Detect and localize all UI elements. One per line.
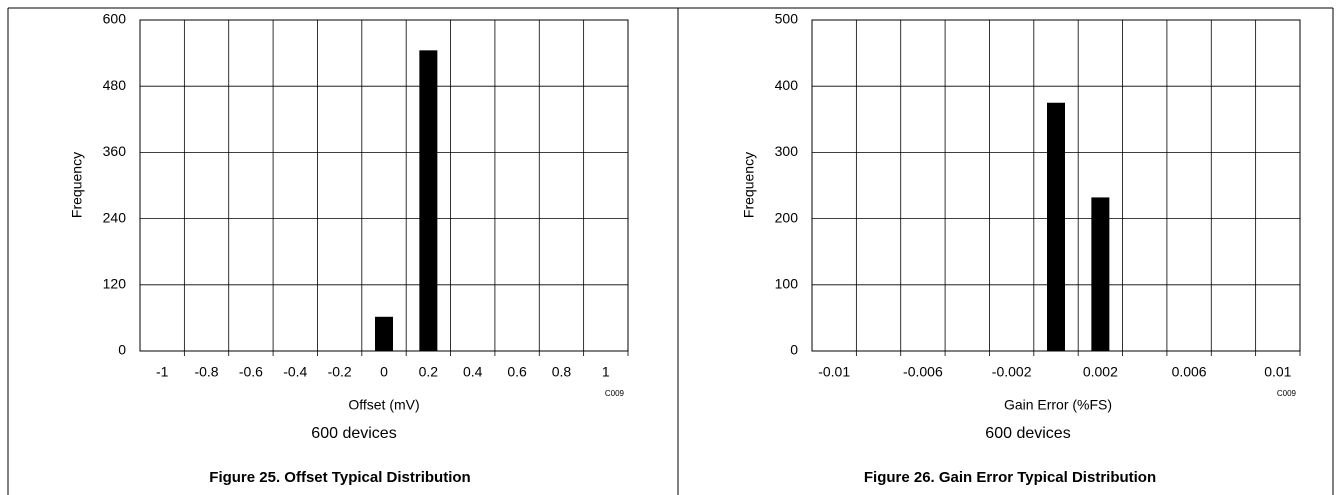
y-tick-label: 100 [775,276,799,292]
y-tick-label: 0 [790,342,798,358]
x-tick-label: 0.2 [419,364,439,380]
y-tick-label: 600 [103,11,127,27]
annotation: 600 devices [985,425,1070,442]
y-tick-label: 480 [103,77,127,93]
x-tick-label: 0.4 [463,364,483,380]
y-tick-label: 300 [775,143,799,159]
x-tick-label: 0.01 [1264,364,1291,380]
y-tick-label: 500 [775,11,799,27]
x-tick-label: -0.002 [992,364,1032,380]
x-tick-label: -0.8 [194,364,218,380]
y-tick-label: 0 [118,342,126,358]
x-tick-label: 1 [602,364,610,380]
x-tick-label: -0.01 [818,364,850,380]
y-tick-label: 240 [103,209,127,225]
y-tick-label: 120 [103,276,127,292]
x-tick-label: -1 [156,364,169,380]
code: C009 [1277,389,1297,398]
y-tick-label: 400 [775,77,799,93]
bar [375,316,393,351]
x-tick-label: 0.006 [1172,364,1207,380]
y-axis-title: Frequency [741,152,757,218]
bar [1091,197,1110,351]
caption: Figure 26. Gain Error Typical Distributi… [864,469,1156,486]
x-tick-label: 0 [380,364,388,380]
x-tick-label: -0.006 [903,364,943,380]
x-tick-label: 0.6 [507,364,527,380]
x-tick-label: -0.4 [283,364,307,380]
y-tick-label: 360 [103,143,127,159]
x-axis-title: Gain Error (%FS) [1004,397,1112,413]
bar [1047,102,1065,351]
code: C009 [605,389,625,398]
x-tick-label: -0.2 [328,364,352,380]
caption: Figure 25. Offset Typical Distribution [209,469,470,486]
y-axis-title: Frequency [69,152,85,218]
plot-frame [139,19,629,352]
x-axis-title: Offset (mV) [348,397,419,413]
bar [419,50,438,351]
x-tick-label: 0.8 [552,364,572,380]
x-tick-label: -0.6 [239,364,263,380]
annotation: 600 devices [311,425,396,442]
x-tick-label: 0.002 [1083,364,1118,380]
y-tick-label: 200 [775,209,799,225]
